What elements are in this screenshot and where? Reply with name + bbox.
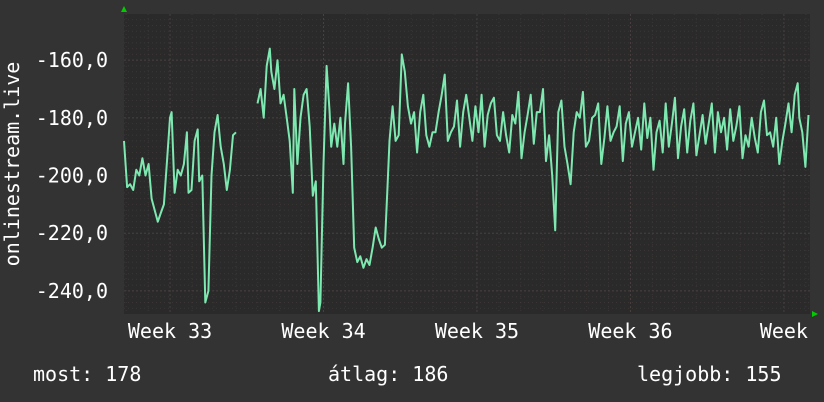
y-tick-label: -180,0	[36, 106, 108, 130]
plot-background	[124, 14, 810, 314]
y-axis: -160,0 -180,0 -200,0 -220,0 -240,0	[36, 48, 108, 303]
y-tick-label: -240,0	[36, 279, 108, 303]
x-tick-label: Week	[760, 319, 808, 343]
y-tick-label: -200,0	[36, 164, 108, 188]
x-tick-label: Week 33	[128, 319, 212, 343]
x-tick-label: Week 35	[435, 319, 519, 343]
stat-average: átlag: 186	[328, 362, 449, 386]
stat-current: most: 178	[33, 362, 142, 386]
y-tick-label: -160,0	[36, 48, 108, 72]
stat-best: legjobb: 155	[637, 362, 782, 386]
line-layer	[123, 47, 810, 313]
y-tick-label: -220,0	[36, 221, 108, 245]
x-tick-label: Week 34	[281, 319, 365, 343]
x-tick-label: Week 36	[588, 319, 672, 343]
y-axis-arrow-icon	[121, 6, 127, 12]
grid	[124, 14, 810, 314]
y-axis-label: onlinestream.live	[0, 62, 24, 267]
x-axis: Week 33 Week 34 Week 35 Week 36 Week	[128, 319, 808, 343]
series-line	[123, 47, 810, 313]
x-axis-arrow-icon	[812, 311, 818, 317]
